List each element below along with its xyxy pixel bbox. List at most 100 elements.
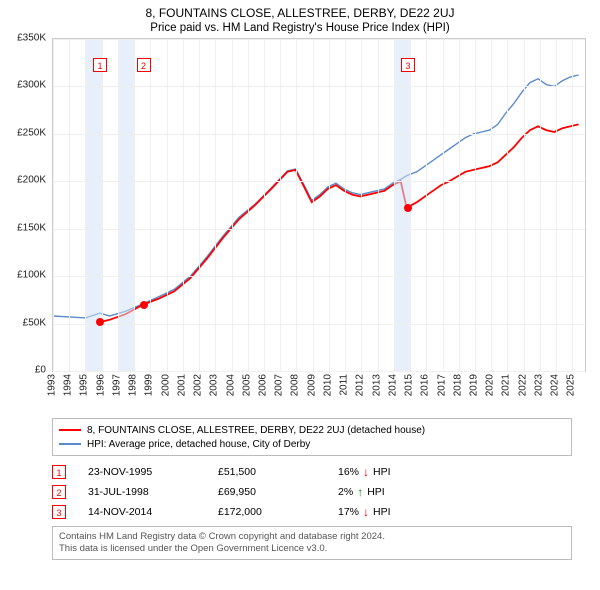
y-axis: £0£50K£100K£150K£200K£250K£300K£350K xyxy=(8,38,50,372)
x-tick-label: 1993 xyxy=(47,374,58,396)
gridline-v xyxy=(475,39,476,371)
event-diff: 16%↓HPI xyxy=(338,466,572,478)
gridline-h xyxy=(53,134,585,135)
legend-item: HPI: Average price, detached house, City… xyxy=(59,437,565,451)
event-date: 23-NOV-1995 xyxy=(88,466,218,478)
gridline-v xyxy=(167,39,168,371)
x-tick-label: 2019 xyxy=(469,374,480,396)
x-tick-label: 2000 xyxy=(160,374,171,396)
page-subtitle: Price paid vs. HM Land Registry's House … xyxy=(8,22,592,34)
y-tick-label: £0 xyxy=(35,365,46,376)
gridline-h xyxy=(53,39,585,40)
x-tick-label: 2011 xyxy=(339,374,350,396)
gridline-h xyxy=(53,324,585,325)
gridline-v xyxy=(556,39,557,371)
x-tick-label: 2008 xyxy=(290,374,301,396)
footer-line-1: Contains HM Land Registry data © Crown c… xyxy=(59,531,565,543)
x-tick-label: 2018 xyxy=(452,374,463,396)
gridline-v xyxy=(524,39,525,371)
x-tick-label: 2017 xyxy=(436,374,447,396)
arrow-up-icon: ↑ xyxy=(357,486,363,498)
x-tick-label: 2005 xyxy=(241,374,252,396)
event-row-3: 3 14-NOV-2014£172,00017%↓HPI xyxy=(52,502,572,522)
event-row-2: 2 31-JUL-1998£69,9502%↑HPI xyxy=(52,482,572,502)
x-tick-label: 1996 xyxy=(95,374,106,396)
sale-dot-3 xyxy=(404,204,412,212)
x-tick-label: 2002 xyxy=(193,374,204,396)
gridline-v xyxy=(378,39,379,371)
price-chart: £0£50K£100K£150K£200K£250K£300K£350K 123… xyxy=(52,38,586,412)
gridline-v xyxy=(491,39,492,371)
gridline-h xyxy=(53,229,585,230)
y-tick-label: £50K xyxy=(23,317,46,328)
gridline-v xyxy=(540,39,541,371)
gridline-v xyxy=(53,39,54,371)
sale-marker-1: 1 xyxy=(93,58,107,72)
y-tick-label: £150K xyxy=(17,222,46,233)
x-tick-label: 1997 xyxy=(111,374,122,396)
event-price: £172,000 xyxy=(218,506,338,518)
x-tick-label: 2013 xyxy=(371,374,382,396)
gridline-h xyxy=(53,86,585,87)
gridline-v xyxy=(329,39,330,371)
footer-line-2: This data is licensed under the Open Gov… xyxy=(59,543,565,555)
x-tick-label: 2025 xyxy=(566,374,577,396)
highlight-band xyxy=(118,39,134,371)
event-price: £69,950 xyxy=(218,486,338,498)
gridline-v xyxy=(313,39,314,371)
gridline-v xyxy=(459,39,460,371)
x-tick-label: 2022 xyxy=(517,374,528,396)
arrow-down-icon: ↓ xyxy=(363,466,369,478)
x-tick-label: 1998 xyxy=(128,374,139,396)
arrow-down-icon: ↓ xyxy=(363,506,369,518)
gridline-v xyxy=(199,39,200,371)
gridline-v xyxy=(572,39,573,371)
gridline-v xyxy=(232,39,233,371)
event-diff: 17%↓HPI xyxy=(338,506,572,518)
gridline-v xyxy=(69,39,70,371)
event-date: 31-JUL-1998 xyxy=(88,486,218,498)
event-price: £51,500 xyxy=(218,466,338,478)
event-num: 1 xyxy=(52,465,66,479)
gridline-v xyxy=(85,39,86,371)
x-tick-label: 2021 xyxy=(501,374,512,396)
x-tick-label: 2020 xyxy=(485,374,496,396)
x-tick-label: 2003 xyxy=(209,374,220,396)
event-date: 14-NOV-2014 xyxy=(88,506,218,518)
event-num: 3 xyxy=(52,505,66,519)
y-tick-label: £350K xyxy=(17,33,46,44)
event-diff: 2%↑HPI xyxy=(338,486,572,498)
x-tick-label: 2016 xyxy=(420,374,431,396)
x-tick-label: 2012 xyxy=(355,374,366,396)
x-axis: 1993199419951996199719981999200020012002… xyxy=(52,374,586,412)
gridline-v xyxy=(361,39,362,371)
gridline-v xyxy=(280,39,281,371)
plot-area: 1 2 3 xyxy=(52,38,586,372)
gridline-h xyxy=(53,371,585,372)
gridline-v xyxy=(443,39,444,371)
legend-label: HPI: Average price, detached house, City… xyxy=(87,439,310,450)
x-tick-label: 2004 xyxy=(225,374,236,396)
gridline-v xyxy=(264,39,265,371)
x-tick-label: 1995 xyxy=(79,374,90,396)
x-tick-label: 2006 xyxy=(258,374,269,396)
event-row-1: 1 23-NOV-1995£51,50016%↓HPI xyxy=(52,462,572,482)
sale-marker-2: 2 xyxy=(137,58,151,72)
x-tick-label: 1994 xyxy=(63,374,74,396)
legend-label: 8, FOUNTAINS CLOSE, ALLESTREE, DERBY, DE… xyxy=(87,425,425,436)
gridline-v xyxy=(118,39,119,371)
legend-swatch xyxy=(59,443,81,445)
sale-marker-3: 3 xyxy=(401,58,415,72)
sale-events: 1 23-NOV-1995£51,50016%↓HPI 2 31-JUL-1998£6… xyxy=(52,462,572,522)
event-num: 2 xyxy=(52,485,66,499)
x-tick-label: 2023 xyxy=(533,374,544,396)
x-tick-label: 2010 xyxy=(322,374,333,396)
x-tick-label: 2007 xyxy=(274,374,285,396)
y-tick-label: £100K xyxy=(17,270,46,281)
x-tick-label: 2015 xyxy=(404,374,415,396)
gridline-h xyxy=(53,181,585,182)
x-tick-label: 2014 xyxy=(387,374,398,396)
legend-item: 8, FOUNTAINS CLOSE, ALLESTREE, DERBY, DE… xyxy=(59,423,565,437)
x-tick-label: 2009 xyxy=(306,374,317,396)
x-tick-label: 2024 xyxy=(550,374,561,396)
